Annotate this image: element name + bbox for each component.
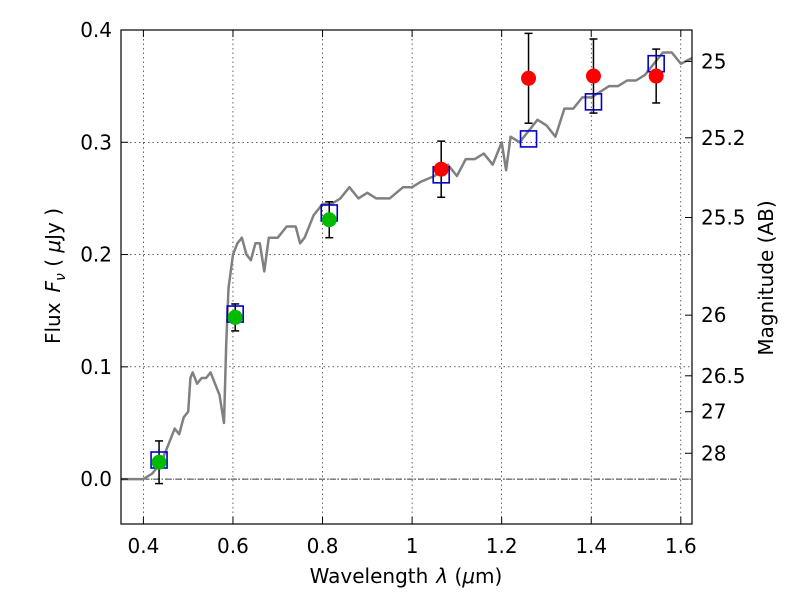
mag-tick-label: 25.5 [701, 205, 746, 229]
x-tick-label: 0.4 [127, 534, 159, 558]
sed-line [121, 51, 693, 481]
mag-tick-label: 26 [701, 303, 726, 327]
y-axis-label: FluxFν ( μJy ) [41, 208, 69, 344]
axis-ticks [121, 29, 692, 524]
nir-point [585, 68, 601, 84]
mag-tick-label: 25.2 [701, 126, 746, 150]
y-tick-label: 0.0 [80, 467, 112, 491]
y-tick-label: 0.4 [80, 18, 112, 42]
mag-tick-label: 26.5 [701, 364, 746, 388]
x-tick-label: 1.2 [486, 534, 518, 558]
x-axis-label: Wavelength λ (μm) [310, 564, 503, 588]
x-tick-label: 0.6 [217, 534, 249, 558]
y-tick-label: 0.1 [80, 355, 112, 379]
y-tick-label: 0.3 [80, 130, 112, 154]
optical-point [151, 454, 167, 470]
plot-frame [120, 29, 693, 525]
optical-point [321, 212, 337, 228]
x-tick-label: 1.4 [575, 534, 607, 558]
x-tick-label: 1 [406, 534, 419, 558]
sed-model-curve [121, 51, 693, 481]
model-square [519, 130, 538, 148]
mag-tick-label: 27 [701, 400, 726, 424]
nir-point [648, 68, 664, 84]
error-bars [155, 32, 661, 485]
x-tick-label: 0.8 [307, 534, 339, 558]
y-tick-label: 0.2 [80, 243, 112, 267]
mag-tick-label: 28 [701, 441, 726, 465]
x-tick-label: 1.6 [665, 534, 697, 558]
y2-axis-label: Magnitude (AB) [754, 200, 778, 355]
optical-point [227, 309, 243, 325]
nir-point [433, 161, 449, 177]
model-square [584, 93, 603, 111]
tick-labels: 0.4 0.6 0.8 1 1.2 1.4 1.6 0.0 0.1 0.2 0.3 0.4 25 25.2… [80, 18, 745, 558]
nir-point [521, 70, 537, 86]
observed-points [151, 68, 664, 470]
mag-tick-label: 25 [701, 49, 726, 73]
